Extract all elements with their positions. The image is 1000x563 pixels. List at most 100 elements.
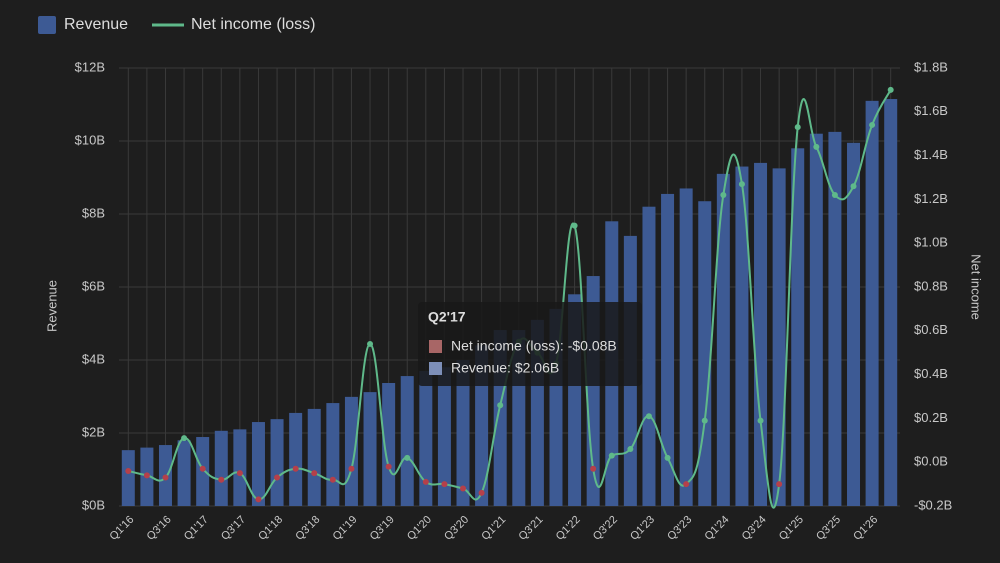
x-tick-label: Q3'21 <box>517 514 546 543</box>
bar <box>382 382 396 506</box>
point <box>571 222 578 229</box>
point <box>329 476 336 483</box>
y2-tick-label: $1.0B <box>914 235 948 250</box>
point <box>869 121 876 128</box>
bar <box>828 131 842 506</box>
bar <box>289 412 303 506</box>
point <box>162 474 169 481</box>
bar <box>233 429 247 506</box>
point <box>887 86 894 93</box>
x-tick-label: Q1'25 <box>777 514 806 543</box>
y2-tick-label: $1.2B <box>914 191 948 206</box>
point <box>348 465 355 472</box>
point <box>627 446 634 453</box>
x-tick-label: Q3'18 <box>293 514 322 543</box>
point <box>125 467 132 474</box>
bar <box>809 133 823 506</box>
bar <box>679 188 693 506</box>
point <box>701 417 708 424</box>
legend-swatch <box>38 16 56 34</box>
x-tick-label: Q3'19 <box>368 514 397 543</box>
bar <box>400 376 414 506</box>
point <box>181 435 188 442</box>
tooltip-item: Net income (loss): -$0.08B <box>451 338 617 354</box>
y2-tick-label: $0.8B <box>914 278 948 293</box>
point <box>738 181 745 188</box>
y-axis-label: Revenue <box>44 280 59 332</box>
point <box>850 183 857 190</box>
point <box>143 472 150 479</box>
x-tick-label: Q1'18 <box>256 514 285 543</box>
bar <box>884 99 898 507</box>
y-tick-label: $12B <box>75 59 105 74</box>
tooltip: Q2'17 Net income (loss): -$0.08B Revenue: … <box>418 302 642 386</box>
bar <box>661 193 675 507</box>
y2-tick-label: $0.6B <box>914 322 948 337</box>
y2-tick-label: $0.0B <box>914 454 948 469</box>
x-tick-label: Q1'24 <box>703 514 732 543</box>
point <box>274 474 281 481</box>
point <box>608 452 615 459</box>
point <box>441 481 448 488</box>
bar <box>121 450 135 506</box>
point <box>831 192 838 199</box>
point <box>794 124 801 131</box>
bar <box>214 430 228 506</box>
x-tick-label: Q1'19 <box>331 514 360 543</box>
x-tick-label: Q3'17 <box>219 514 248 543</box>
x-tick-label: Q1'16 <box>107 514 136 543</box>
y-tick-label: $2B <box>82 424 105 439</box>
tooltip-item: Revenue: $2.06B <box>451 360 559 376</box>
point <box>367 340 374 347</box>
x-tick-label: Q1'17 <box>182 514 211 543</box>
y2-axis-label: Net income <box>969 254 984 320</box>
point <box>199 465 206 472</box>
x-tick-label: Q1'21 <box>479 514 508 543</box>
point <box>683 481 690 488</box>
bar <box>177 440 191 506</box>
y2-tick-label: $0.4B <box>914 366 948 381</box>
y2-tick-label: $1.6B <box>914 103 948 118</box>
point <box>813 143 820 150</box>
point <box>776 481 783 488</box>
bar <box>865 100 879 506</box>
bar <box>363 392 377 506</box>
bar <box>735 166 749 507</box>
tooltip-title: Q2'17 <box>428 309 466 325</box>
bar <box>437 367 451 506</box>
tooltip-swatch <box>429 362 442 375</box>
point <box>236 470 243 477</box>
x-tick-label: Q3'22 <box>591 514 620 543</box>
bar <box>791 148 805 507</box>
point <box>255 496 262 503</box>
point <box>218 476 225 483</box>
point <box>460 485 467 492</box>
point <box>645 413 652 420</box>
bar <box>419 370 433 506</box>
point <box>385 463 392 470</box>
legend-label: Net income (loss) <box>191 16 315 33</box>
bar <box>307 408 321 506</box>
y2-tick-label: -$0.2B <box>914 497 952 512</box>
x-tick-label: Q3'23 <box>665 514 694 543</box>
point <box>422 478 429 485</box>
bar <box>847 142 861 506</box>
x-tick-label: Q3'20 <box>442 514 471 543</box>
point <box>720 192 727 199</box>
x-tick-label: Q3'25 <box>814 514 843 543</box>
x-tick-label: Q3'16 <box>145 514 174 543</box>
point <box>757 417 764 424</box>
bar <box>251 422 265 506</box>
y-tick-label: $0B <box>82 497 105 512</box>
x-tick-label: Q3'24 <box>740 514 769 543</box>
bar <box>754 162 768 506</box>
y-tick-label: $10B <box>75 132 105 147</box>
y-tick-label: $8B <box>82 205 105 220</box>
bar <box>698 201 712 506</box>
bar <box>344 396 358 506</box>
legend-label: Revenue <box>64 16 128 33</box>
bar <box>270 419 284 506</box>
y2-tick-label: $1.4B <box>914 147 948 162</box>
point <box>478 489 485 496</box>
